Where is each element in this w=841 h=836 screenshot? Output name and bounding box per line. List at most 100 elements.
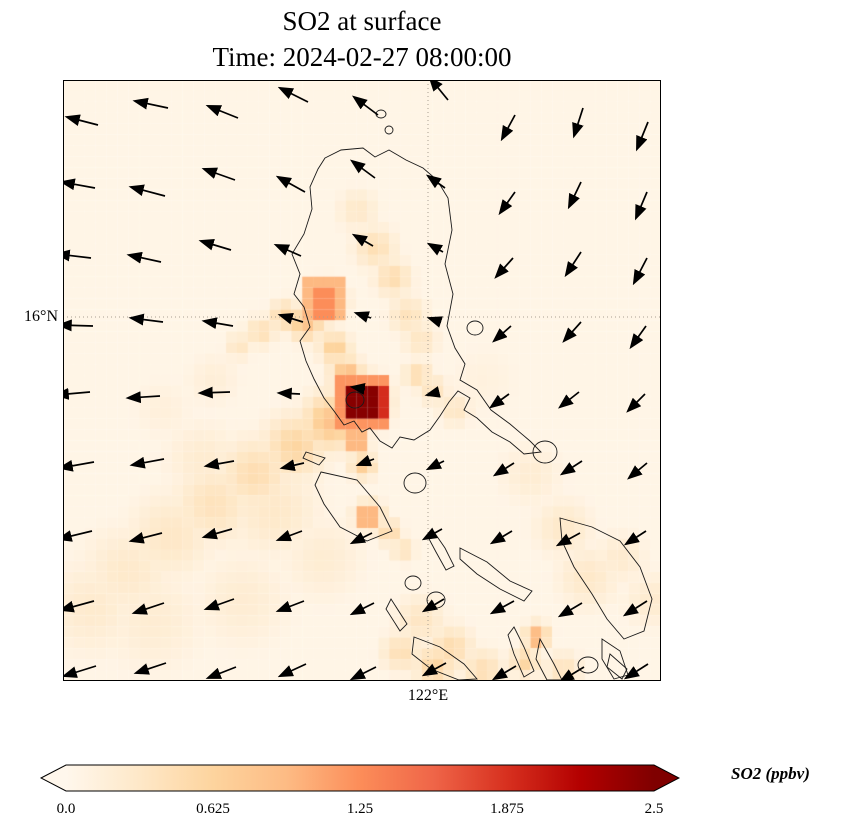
wind-arrow <box>273 243 302 257</box>
wind-arrow <box>63 387 91 400</box>
wind-arrow <box>277 663 307 678</box>
coastline-path <box>507 626 535 678</box>
wind-arrow <box>555 532 581 547</box>
wind-arrow <box>498 191 516 216</box>
wind-arrow <box>276 387 301 400</box>
wind-arrow <box>353 311 372 323</box>
so2-heatmap-canvas <box>63 80 661 681</box>
plot-subtitle: Time: 2024-02-27 08:00:00 <box>212 42 512 72</box>
lon-tick-label: 122°E <box>407 687 449 704</box>
wind-arrow <box>421 598 445 613</box>
wind-arrow <box>128 532 163 544</box>
wind-arrow <box>424 386 441 398</box>
wind-arrow <box>572 107 584 139</box>
coastline-path <box>375 109 387 119</box>
coastline-path <box>577 656 599 674</box>
coastline-path <box>459 547 533 602</box>
wind-arrow <box>128 184 166 197</box>
wind-arrow <box>626 393 646 413</box>
wind-arrow <box>277 86 309 103</box>
colorbar-tick-label: 0.625 <box>196 801 230 817</box>
wind-arrow <box>355 454 375 467</box>
wind-arrow <box>557 391 580 409</box>
coastline-path <box>403 472 427 494</box>
wind-arrow <box>201 527 233 540</box>
wind-arrow <box>428 80 449 101</box>
wind-arrow <box>63 459 95 472</box>
wind-arrow <box>351 95 379 116</box>
wind-arrow <box>491 665 517 681</box>
colorbar <box>40 764 680 792</box>
gridlines-group <box>63 80 661 681</box>
wind-arrow <box>133 662 167 675</box>
wind-arrow <box>132 97 169 110</box>
wind-arrow <box>425 457 445 471</box>
plot-title: SO2 at surface <box>282 6 442 36</box>
coastline-path <box>302 451 326 466</box>
wind-arrow <box>63 665 97 678</box>
wind-arrow <box>629 325 647 350</box>
wind-arrow <box>349 159 376 179</box>
wind-arrow <box>558 666 585 681</box>
wind-arrow <box>203 457 235 470</box>
wind-arrow <box>636 121 649 152</box>
coastline-path <box>291 147 542 455</box>
colorbar-tick-label: 1.875 <box>490 801 524 817</box>
wind-arrow <box>623 663 649 680</box>
coastline-path <box>345 391 365 409</box>
wind-arrow <box>425 174 446 189</box>
map-overlay <box>63 80 661 681</box>
wind-arrow <box>349 666 377 681</box>
wind-arrow <box>275 175 306 193</box>
coastline-path <box>404 575 422 591</box>
wind-arrow <box>131 602 165 615</box>
wind-arrow <box>627 462 648 480</box>
wind-arrow <box>500 114 516 142</box>
coastline-path <box>411 636 478 681</box>
wind-arrow <box>63 319 94 332</box>
coastline-path <box>559 517 653 640</box>
wind-arrow <box>426 316 443 328</box>
coastline-path <box>466 320 484 336</box>
coastline-path <box>385 598 408 632</box>
coastline-path <box>535 637 563 681</box>
wind-arrow <box>559 460 583 476</box>
wind-arrow <box>63 600 95 613</box>
wind-arrow <box>349 602 375 616</box>
wind-arrow <box>125 391 161 404</box>
wind-arrow <box>349 383 366 395</box>
coastline-path <box>314 471 393 542</box>
wind-arrow <box>201 317 234 330</box>
wind-arrow <box>494 257 514 279</box>
wind-arrow <box>275 600 305 612</box>
wind-arrow <box>623 530 647 546</box>
wind-arrow <box>275 529 303 542</box>
wind-arrow <box>63 249 92 262</box>
wind-arrows-group <box>63 80 649 681</box>
lat-tick-label: 16°N <box>24 308 58 325</box>
wind-arrow <box>349 531 373 545</box>
wind-arrow <box>63 530 93 542</box>
colorbar-tick-label: 0.0 <box>56 801 76 817</box>
map-plot <box>63 80 661 681</box>
colorbar-tick-label: 1.25 <box>346 801 374 817</box>
wind-arrow <box>197 386 231 399</box>
wind-arrow <box>421 662 447 677</box>
wind-arrow <box>635 191 648 221</box>
wind-arrow <box>205 105 239 119</box>
wind-arrow <box>201 167 236 181</box>
coastline-path <box>606 653 628 680</box>
wind-arrow <box>492 462 515 477</box>
wind-arrow <box>64 114 99 126</box>
wind-arrow <box>489 600 515 615</box>
coastline-path <box>427 531 455 571</box>
wind-arrow <box>488 393 510 409</box>
wind-arrow <box>567 181 582 210</box>
wind-arrow <box>63 178 96 191</box>
wind-arrow <box>557 602 583 618</box>
wind-arrow <box>126 251 162 264</box>
colorbar-tick-label: 2.5 <box>644 801 664 817</box>
wind-arrow <box>562 321 582 343</box>
coastline-path <box>532 440 558 464</box>
